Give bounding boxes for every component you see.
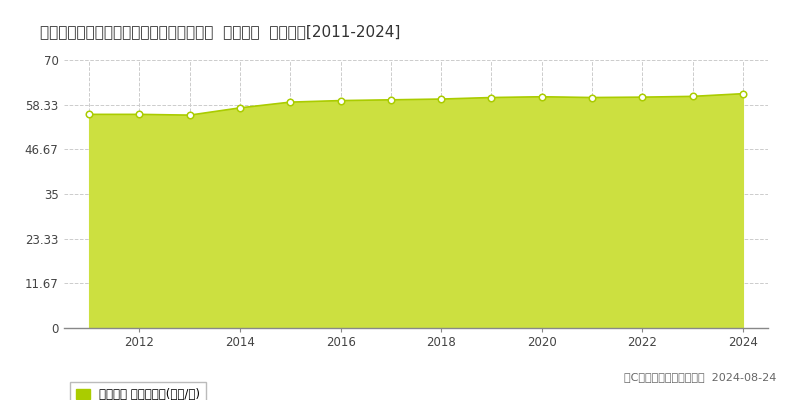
Point [636, 94, 649, 100]
Text: （C）土地価格ドットコム  2024-08-24: （C）土地価格ドットコム 2024-08-24 [624, 372, 776, 382]
Point [385, 97, 398, 103]
Point [737, 90, 750, 97]
Point [334, 97, 347, 104]
Point [183, 112, 196, 118]
Text: 東京都立川市富士見町６丁目３３３番２外  地価公示  地価推移[2011-2024]: 東京都立川市富士見町６丁目３３３番２外 地価公示 地価推移[2011-2024] [40, 24, 400, 39]
Point [434, 96, 447, 102]
Legend: 地価公示 平均坪単価(万円/坪): 地価公示 平均坪単価(万円/坪) [70, 382, 206, 400]
Point [284, 99, 297, 105]
Point [535, 94, 548, 100]
Point [82, 111, 95, 118]
Point [586, 94, 598, 101]
Point [485, 94, 498, 101]
Point [133, 111, 146, 118]
Point [686, 93, 699, 100]
Point [234, 105, 246, 111]
